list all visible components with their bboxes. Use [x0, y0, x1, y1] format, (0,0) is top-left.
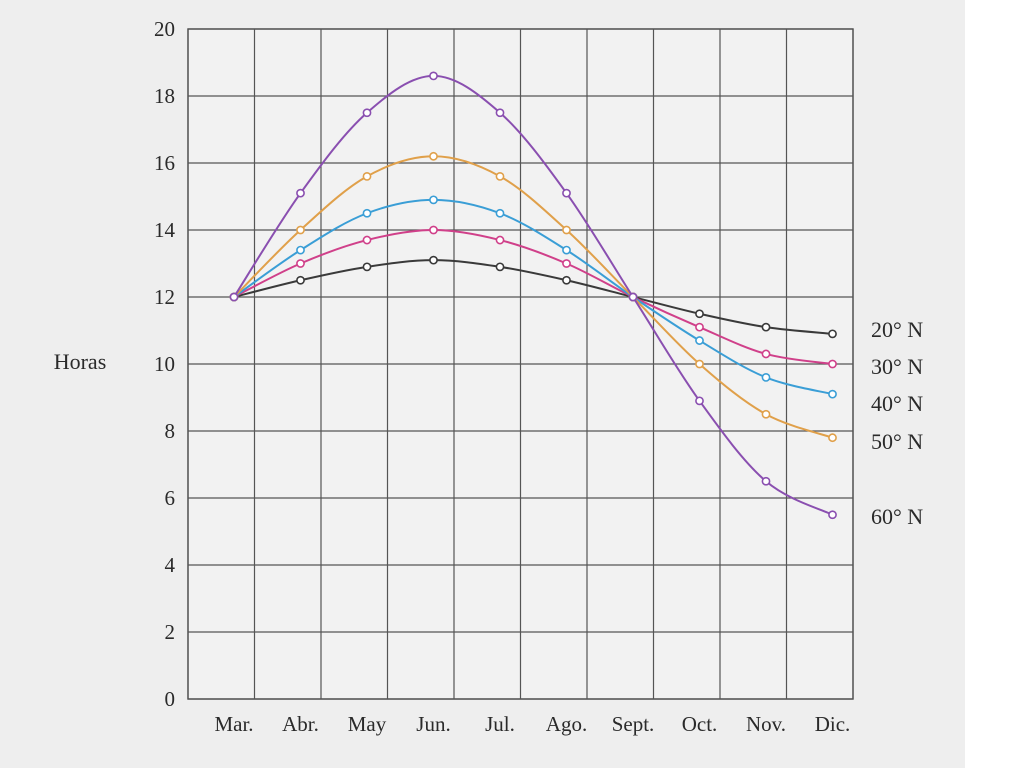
y-tick-label: 10: [154, 352, 175, 376]
y-tick-label: 16: [154, 151, 175, 175]
y-tick-label: 14: [154, 218, 176, 242]
data-point: [362, 208, 372, 218]
data-point: [828, 329, 837, 339]
x-tick-label: Nov.: [746, 712, 786, 736]
data-point: [296, 188, 305, 198]
x-tick-labels: Mar. Abr. May Jun. Jul. Ago. Sept. Oct. Nov. Dic.: [214, 712, 850, 736]
data-point: [362, 108, 372, 118]
data-point: [628, 292, 638, 302]
data-point: [562, 259, 571, 268]
y-tick-label: 4: [165, 553, 176, 577]
x-tick-label: Oct.: [682, 712, 718, 736]
series-label: 40° N: [871, 391, 923, 416]
data-point: [695, 322, 704, 332]
series-line: [233, 198, 833, 396]
data-point: [695, 359, 704, 369]
y-tick-label: 8: [165, 419, 176, 443]
y-axis-title: Horas: [54, 349, 107, 374]
y-tick-labels: 0 2 4 6 8 10 12 14 16 18 20: [154, 17, 176, 711]
data-point: [362, 171, 372, 181]
series-60n: [229, 71, 837, 520]
data-point: [695, 336, 704, 345]
x-tick-label: Abr.: [282, 712, 319, 736]
data-point: [495, 262, 505, 272]
data-point: [362, 262, 372, 272]
data-point: [362, 235, 372, 245]
data-point: [495, 208, 505, 218]
grid: [188, 28, 853, 700]
x-tick-label: Ago.: [546, 712, 587, 736]
data-point: [429, 71, 438, 81]
data-point: [828, 510, 837, 520]
series-label: 30° N: [871, 354, 923, 379]
data-point: [695, 309, 704, 319]
data-point: [761, 476, 771, 486]
x-tick-label: Sept.: [612, 712, 655, 736]
series-label: 50° N: [871, 429, 923, 454]
y-tick-label: 0: [165, 687, 176, 711]
data-point: [761, 349, 771, 359]
series-line: [233, 74, 833, 516]
series-label: 20° N: [871, 317, 923, 342]
data-point: [761, 322, 771, 332]
data-point: [562, 275, 571, 285]
y-tick-label: 20: [154, 17, 175, 41]
data-point: [562, 225, 571, 235]
data-point: [296, 259, 305, 268]
x-tick-label: Jun.: [416, 712, 450, 736]
y-tick-label: 6: [165, 486, 176, 510]
data-point: [761, 409, 771, 419]
data-point: [828, 389, 837, 399]
x-tick-label: Dic.: [815, 712, 851, 736]
data-point: [429, 225, 438, 235]
y-tick-label: 18: [154, 84, 175, 108]
data-point: [828, 359, 837, 369]
data-point: [495, 235, 505, 245]
data-point: [828, 433, 837, 443]
x-tick-label: Mar.: [214, 712, 253, 736]
data-point: [296, 245, 305, 255]
series-line: [233, 228, 833, 365]
data-point: [562, 188, 571, 198]
data-point: [761, 372, 771, 382]
series-label: 60° N: [871, 504, 923, 529]
chart-figure: 0 2 4 6 8 10 12 14 16 18 20 Mar. Abr. May Jun. Jul. Ago…: [0, 0, 965, 768]
data-point: [296, 275, 305, 285]
x-tick-label: May: [348, 712, 387, 736]
chart-svg: 0 2 4 6 8 10 12 14 16 18 20 Mar. Abr. May Jun. Jul. Ago…: [54, 17, 924, 736]
data-point: [695, 396, 704, 406]
series-line: [233, 155, 833, 439]
x-tick-label: Jul.: [485, 712, 515, 736]
data-point: [296, 225, 305, 235]
data-point: [562, 245, 571, 255]
series-labels: 20° N 30° N 40° N 50° N 60° N: [871, 317, 923, 529]
data-point: [429, 195, 438, 205]
series-line: [233, 259, 833, 335]
data-point: [495, 108, 505, 118]
y-tick-label: 12: [154, 285, 175, 309]
data-point: [229, 292, 239, 302]
y-tick-label: 2: [165, 620, 176, 644]
data-point: [495, 171, 505, 181]
series-lines: [229, 71, 837, 520]
data-point: [429, 151, 438, 161]
data-point: [429, 255, 438, 265]
